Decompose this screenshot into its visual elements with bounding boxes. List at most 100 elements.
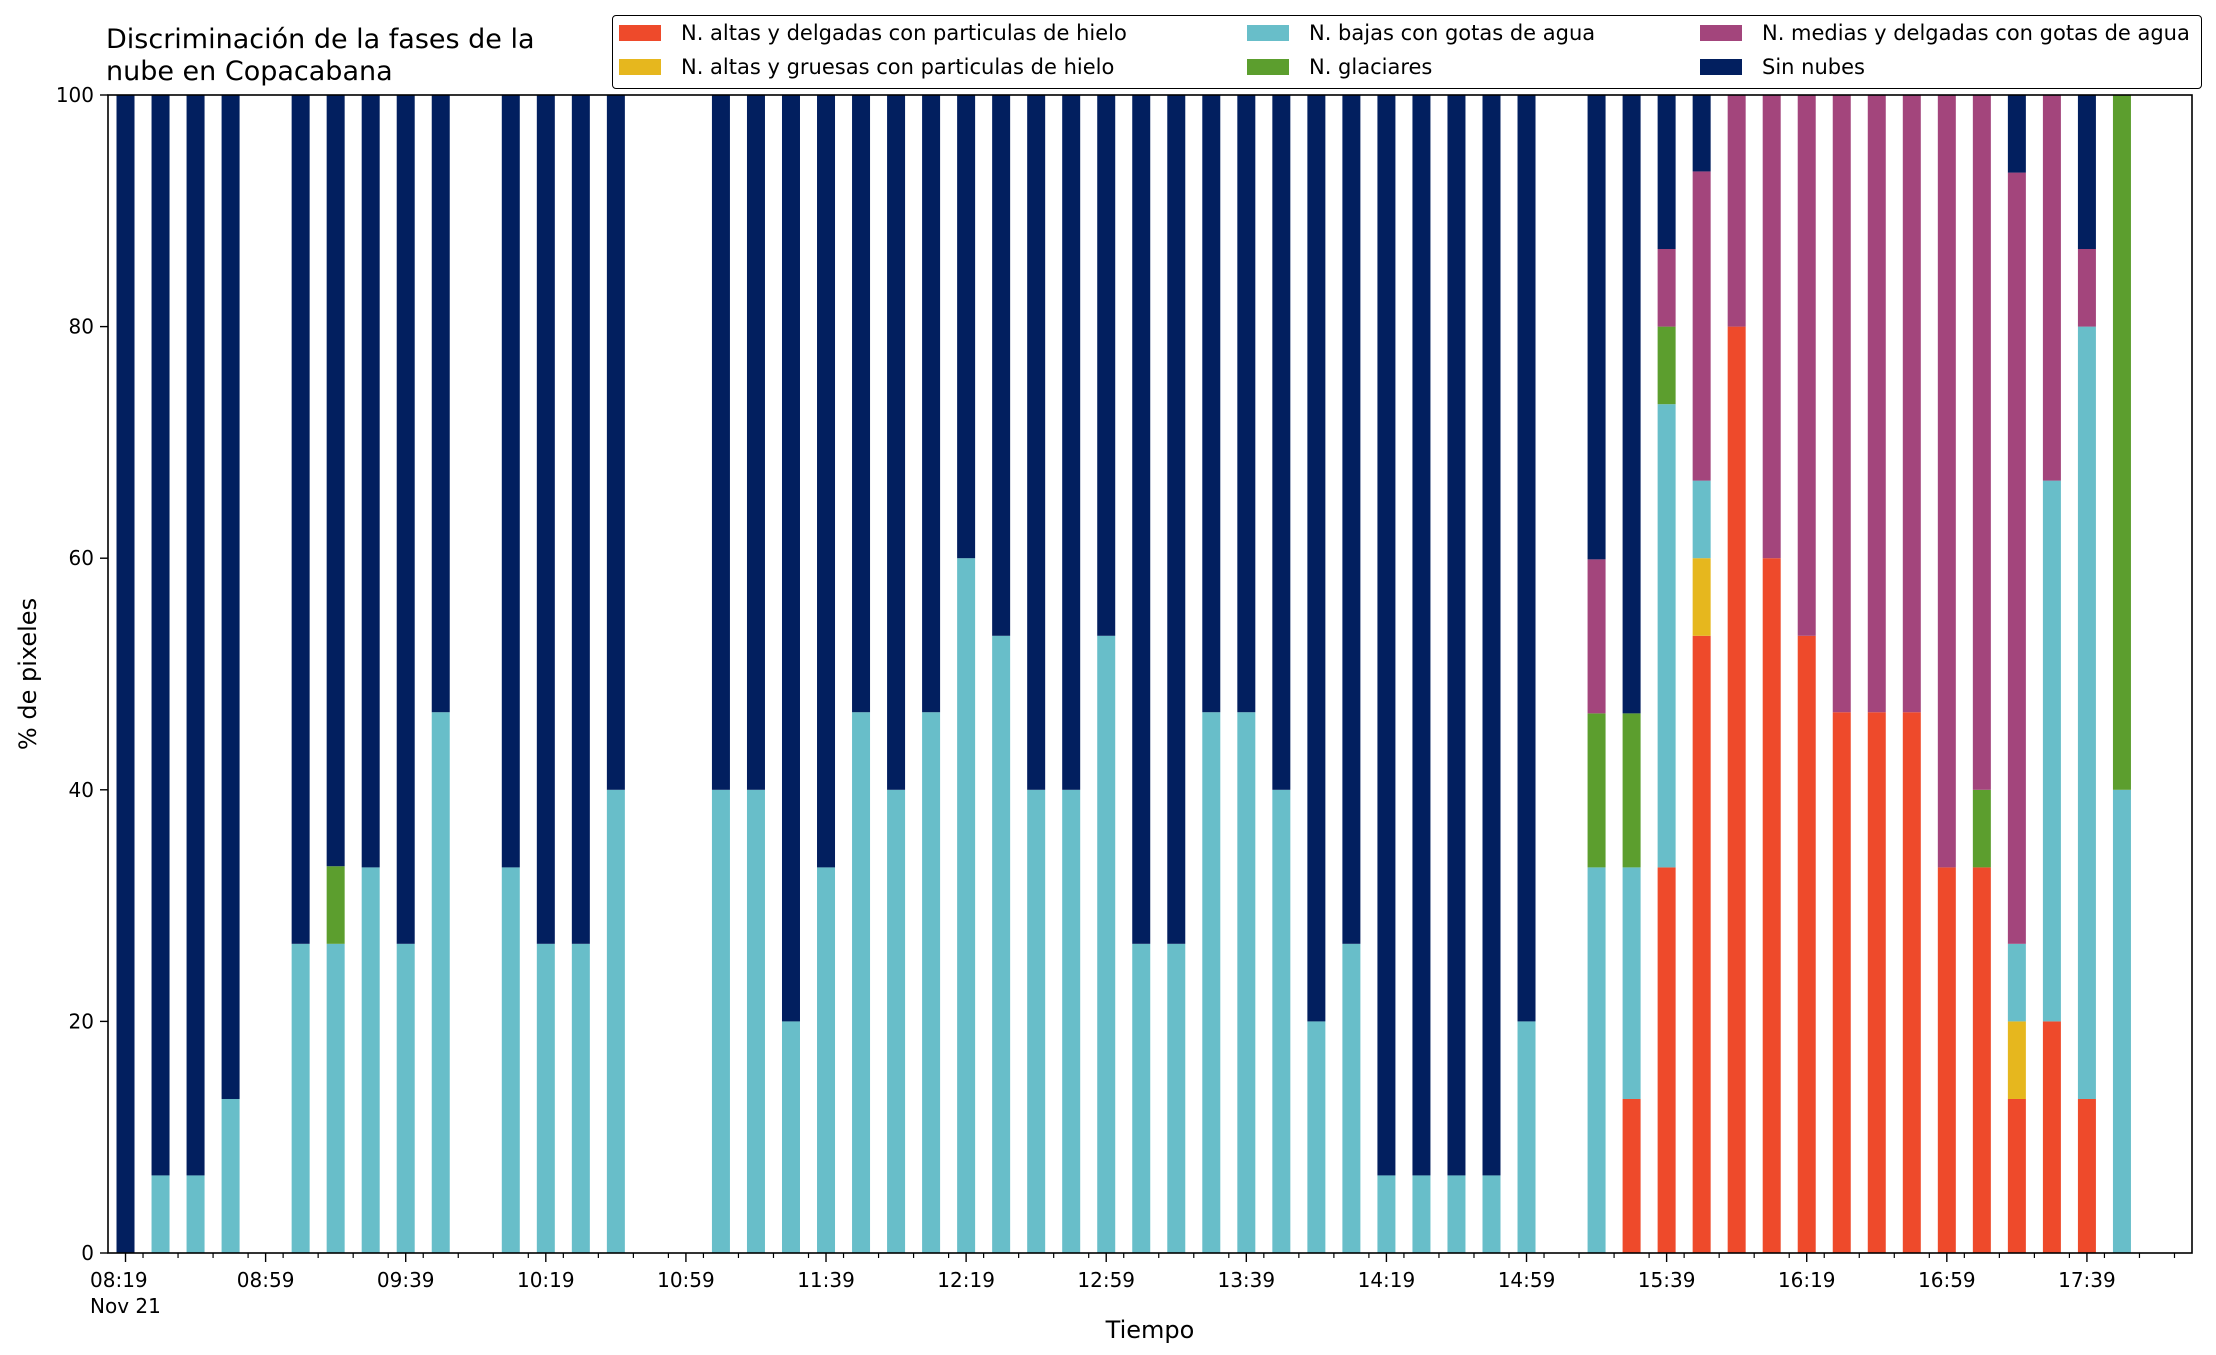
bar-segment-bajas-28 [1237,712,1256,1253]
bar-segment-bajas-38 [1622,867,1641,1099]
bar-segment-bajas-19 [922,712,941,1253]
bar-segment-sin_nubes-1 [151,95,170,1176]
bar-segment-medias-46 [1902,95,1921,713]
bar-segment-sin_nubes-18 [887,95,906,790]
x-tick-label-5: 11:39 [797,1268,855,1292]
y-tick-label-5: 100 [56,83,94,107]
x-tick-label-4: 10:59 [657,1268,715,1292]
y-tick-label-0: 0 [81,1241,94,1265]
x-tick-label-14: 17:39 [2058,1268,2116,1292]
x-tick-label-10: 14:59 [1498,1268,1556,1292]
bar-segment-glaciares-38 [1622,713,1641,868]
legend-swatch-sin-nubes [1700,59,1742,75]
x-axis-label: Tiempo [1105,1316,1195,1344]
bar-segment-sin_nubes-38 [1622,95,1641,714]
bar-segment-bajas-18 [887,789,906,1253]
bar-segment-sin_nubes-23 [1062,95,1081,790]
bar-segment-bajas-35 [1482,1175,1501,1253]
bar-segment-sin_nubes-36 [1517,95,1536,1022]
bar-segment-altas_delgadas-43 [1797,635,1816,1253]
bar-segment-sin_nubes-31 [1342,95,1361,944]
bar-segment-altas_gruesas-40 [1692,558,1711,636]
bar-segment-medias-51 [2077,249,2096,327]
x-tick-label-13: 16:59 [1918,1268,1976,1292]
bar-segment-medias-47 [1937,95,1956,868]
legend-item-sin-nubes: Sin nubes [1700,55,1865,79]
legend-swatch-altas-delgadas [619,25,661,41]
bar-segment-bajas-2 [186,1175,205,1253]
bar-segment-bajas-8 [431,712,450,1253]
bar-segment-sin_nubes-8 [431,95,450,713]
bar-segment-bajas-37 [1587,867,1606,1253]
y-tick-label-2: 40 [69,778,94,802]
bar-segment-sin_nubes-22 [1027,95,1046,790]
bar-segment-bajas-34 [1447,1175,1466,1253]
legend-item-medias: N. medias y delgadas con gotas de agua [1700,21,2190,45]
legend-label-altas-gruesas: N. altas y gruesas con particulas de hie… [681,55,1115,79]
bar-segment-bajas-24 [1097,635,1116,1253]
bar-segment-bajas-32 [1377,1175,1396,1253]
bar-segment-sin_nubes-0 [116,95,135,1253]
bar-segment-sin_nubes-17 [852,95,871,713]
bar-segment-glaciares-37 [1587,713,1606,868]
bar-segment-sin_nubes-5 [326,95,345,867]
bar-segment-sin_nubes-13 [711,95,730,790]
bar-segment-bajas-9 [501,867,520,1253]
bar-segment-altas_delgadas-51 [2077,1098,2096,1253]
bar-segment-sin_nubes-3 [221,95,240,1099]
bar-segment-bajas-40 [1692,480,1711,559]
x-tick-label-3: 10:19 [517,1268,575,1292]
bar-segment-sin_nubes-30 [1307,95,1326,1022]
bar-segment-bajas-20 [957,558,976,1253]
bar-segment-sin_nubes-33 [1412,95,1431,1176]
legend-swatch-altas-gruesas [619,59,661,75]
bar-segment-sin_nubes-6 [361,95,380,868]
x-tick-sublabel-0: Nov 21 [90,1294,161,1318]
bar-segment-sin_nubes-39 [1657,95,1676,250]
x-tick-label-2: 09:39 [377,1268,435,1292]
x-tick-label-9: 14:19 [1358,1268,1416,1292]
bar-segment-bajas-36 [1517,1021,1536,1253]
bar-segment-sin_nubes-21 [992,95,1011,636]
plot-frame [107,94,2193,1254]
bar-segment-medias-50 [2042,95,2061,481]
bar-segment-bajas-25 [1132,943,1151,1253]
bar-segment-medias-39 [1657,249,1676,327]
bar-segment-altas_delgadas-47 [1937,867,1956,1253]
bar-segment-sin_nubes-20 [957,95,976,559]
bar-segment-altas_delgadas-48 [1972,867,1991,1253]
bar-segment-medias-43 [1797,95,1816,636]
bar-segment-sin_nubes-19 [922,95,941,713]
legend-label-altas-delgadas: N. altas y delgadas con particulas de hi… [681,21,1127,45]
bar-segment-sin_nubes-35 [1482,95,1501,1176]
bar-segment-sin_nubes-12 [606,95,625,790]
bar-segment-sin_nubes-51 [2077,95,2096,250]
y-axis-label: % de pixeles [14,598,42,750]
x-tick-label-0: 08:19 [90,1268,148,1292]
bar-segment-medias-40 [1692,171,1711,481]
y-tick-label-3: 60 [69,546,94,570]
bar-segment-glaciares-52 [2112,95,2131,790]
bar-segment-glaciares-5 [326,866,345,944]
bar-segment-medias-45 [1867,95,1886,713]
legend-label-glaciares: N. glaciares [1309,55,1433,79]
bar-segment-medias-49 [2007,172,2026,944]
bar-segment-bajas-5 [326,943,345,1253]
bar-segment-altas_delgadas-41 [1727,326,1746,1254]
bar-segment-medias-42 [1762,95,1781,559]
legend-item-glaciares: N. glaciares [1247,55,1432,79]
bar-segment-bajas-50 [2042,480,2061,1022]
bar-segment-bajas-49 [2007,943,2026,1022]
bar-segment-bajas-12 [606,789,625,1253]
bar-segment-medias-37 [1587,559,1606,714]
x-tick-label-8: 13:39 [1217,1268,1275,1292]
bar-segment-bajas-6 [361,867,380,1253]
bar-segment-bajas-10 [536,943,555,1253]
bar-segment-sin_nubes-15 [781,95,800,1022]
bar-segment-altas_delgadas-45 [1867,712,1886,1253]
x-tick-label-7: 12:59 [1077,1268,1135,1292]
bar-segment-altas_delgadas-50 [2042,1021,2061,1253]
bar-segment-medias-48 [1972,95,1991,790]
